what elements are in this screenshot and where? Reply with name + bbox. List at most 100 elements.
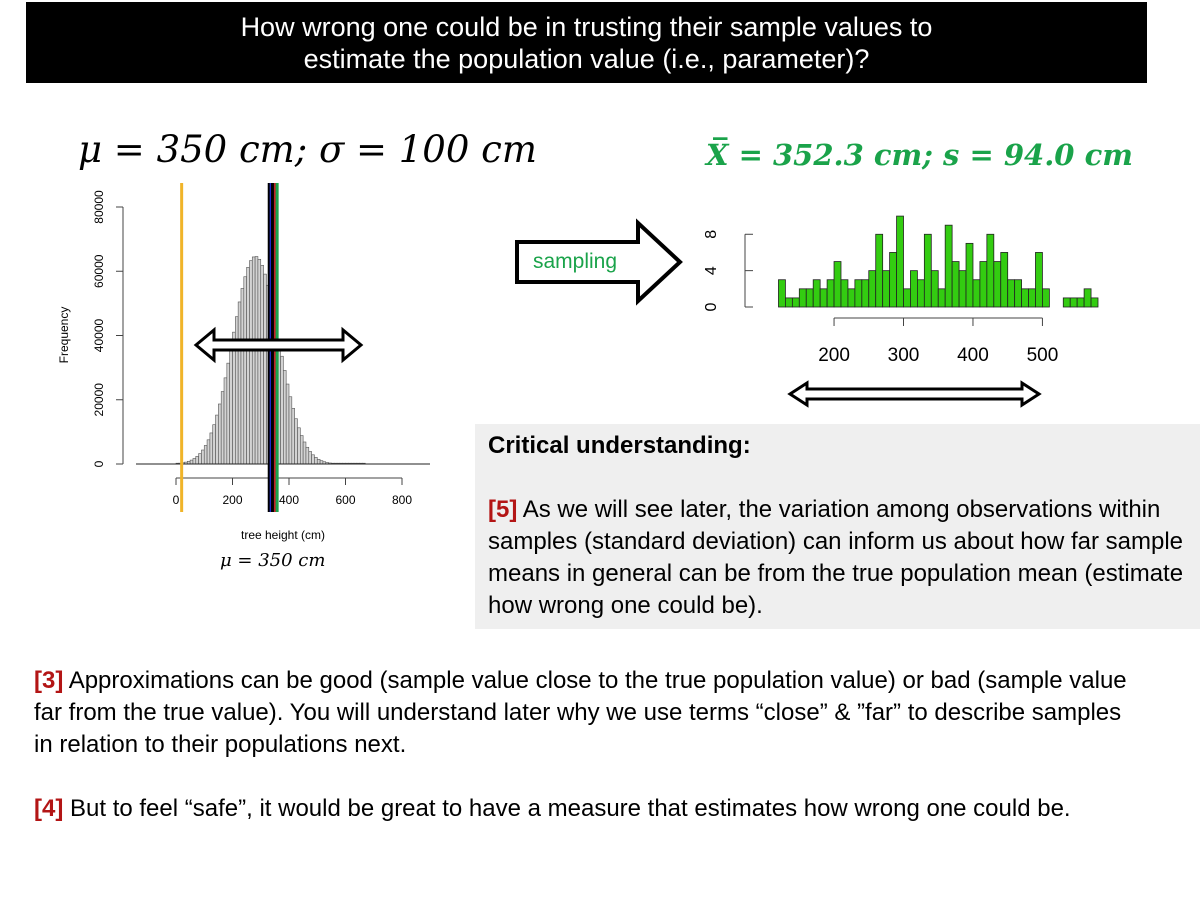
paragraph-3-text: Approximations can be good (sample value…: [34, 667, 1127, 758]
population-bar: [195, 456, 199, 465]
population-bar: [249, 260, 253, 465]
population-bar: [319, 460, 324, 465]
population-bar: [223, 377, 228, 465]
population-bar: [280, 355, 284, 465]
sample-bar: [910, 270, 918, 308]
ref-4: [4]: [34, 795, 64, 822]
critical-text: As we will see later, the variation amon…: [488, 496, 1184, 619]
sample-bar: [840, 279, 849, 308]
title-banner: How wrong one could be in trusting their…: [26, 2, 1147, 83]
sample-bar: [903, 288, 911, 308]
population-bar: [314, 457, 318, 465]
sample-bar: [1062, 297, 1071, 308]
population-params-label: μ = 350 cm; σ = 100 cm: [78, 128, 537, 171]
population-bar: [308, 451, 312, 465]
population-bar: [243, 276, 247, 465]
population-bar: [333, 462, 338, 465]
sample-x-tick-label: 300: [888, 345, 920, 366]
population-bar: [305, 446, 310, 465]
population-bar: [322, 461, 327, 465]
population-bar: [198, 453, 202, 465]
sample-bar: [812, 279, 821, 308]
population-bar: [235, 316, 239, 465]
sample-bar: [1035, 252, 1043, 308]
sample-bar: [986, 233, 995, 308]
population-bar: [251, 256, 256, 465]
sample-bar: [833, 261, 842, 308]
sample-bar: [944, 224, 953, 308]
ref-5: [5]: [488, 496, 518, 523]
ref-3: [3]: [34, 667, 64, 694]
population-bar: [254, 256, 259, 465]
sampling-arrow: sampling: [515, 218, 683, 306]
population-bar: [181, 462, 185, 465]
sample-bar: [875, 233, 884, 308]
population-bar: [299, 435, 304, 465]
sample-bar: [923, 233, 932, 308]
population-bar: [209, 432, 214, 465]
population-bar: [302, 441, 307, 465]
population-bar: [291, 408, 295, 465]
sample-bar: [868, 270, 877, 308]
population-bar: [348, 462, 352, 465]
population-bar: [342, 462, 346, 465]
population-y-tick-label: 20000: [92, 383, 106, 417]
population-bar: [215, 414, 219, 465]
sample-bar: [791, 297, 800, 308]
population-bar: [356, 462, 360, 465]
sample-bar: [819, 288, 828, 308]
sample-bar: [785, 297, 793, 308]
sample-bar: [798, 288, 807, 308]
sample-bar: [778, 279, 786, 308]
population-bar: [212, 424, 216, 465]
sample-x-tick-label: 400: [957, 345, 989, 366]
sample-bar: [993, 261, 1002, 308]
population-bar: [237, 301, 242, 465]
population-bar: [353, 462, 358, 465]
sample-bar: [1014, 279, 1023, 308]
sample-stats-label: X̅ = 352.3 cm; s = 94.0 cm: [706, 138, 1133, 172]
population-y-tick-label: 80000: [92, 190, 106, 224]
critical-understanding-box: Critical understanding: [5] As we will s…: [475, 424, 1200, 629]
critical-title: Critical understanding:: [488, 432, 751, 459]
population-bar: [283, 370, 287, 465]
sample-bar: [965, 242, 974, 308]
sample-y-tick-label: 8: [703, 230, 720, 239]
population-bar: [350, 462, 355, 465]
sample-bar: [861, 279, 870, 308]
population-bar: [240, 288, 245, 465]
population-bar: [266, 284, 270, 465]
population-bar: [328, 462, 332, 465]
sample-bar: [951, 261, 960, 308]
population-bar: [274, 326, 279, 465]
population-bar: [345, 462, 349, 465]
population-bar: [229, 347, 233, 465]
population-y-axis-label: Frequency: [57, 307, 71, 364]
sample-bar: [889, 252, 897, 308]
population-bar: [268, 297, 273, 465]
sample-bar: [1090, 297, 1099, 308]
sample-bar: [1083, 288, 1092, 308]
population-bar: [277, 341, 281, 465]
population-bar: [184, 461, 188, 465]
population-bar: [331, 462, 335, 465]
title-line-1: How wrong one could be in trusting their…: [240, 12, 933, 42]
population-x-tick-label: 0: [173, 493, 180, 507]
sample-y-tick-label: 0: [703, 302, 720, 311]
sample-bar: [1076, 297, 1085, 308]
population-bar: [362, 462, 366, 465]
population-bar: [325, 462, 329, 465]
sample-bar: [958, 270, 967, 308]
population-bar: [263, 273, 267, 465]
population-bar: [297, 427, 301, 465]
population-x-tick-label: 200: [222, 493, 242, 507]
population-x-tick-label: 400: [279, 493, 299, 507]
sample-bar: [979, 261, 988, 308]
population-bar: [260, 264, 264, 465]
population-x-axis-label: tree height (cm): [241, 528, 325, 542]
population-bar: [187, 460, 191, 465]
population-bar: [339, 462, 343, 465]
population-bar: [218, 403, 222, 465]
population-bar: [226, 362, 230, 465]
population-bar: [201, 449, 205, 465]
